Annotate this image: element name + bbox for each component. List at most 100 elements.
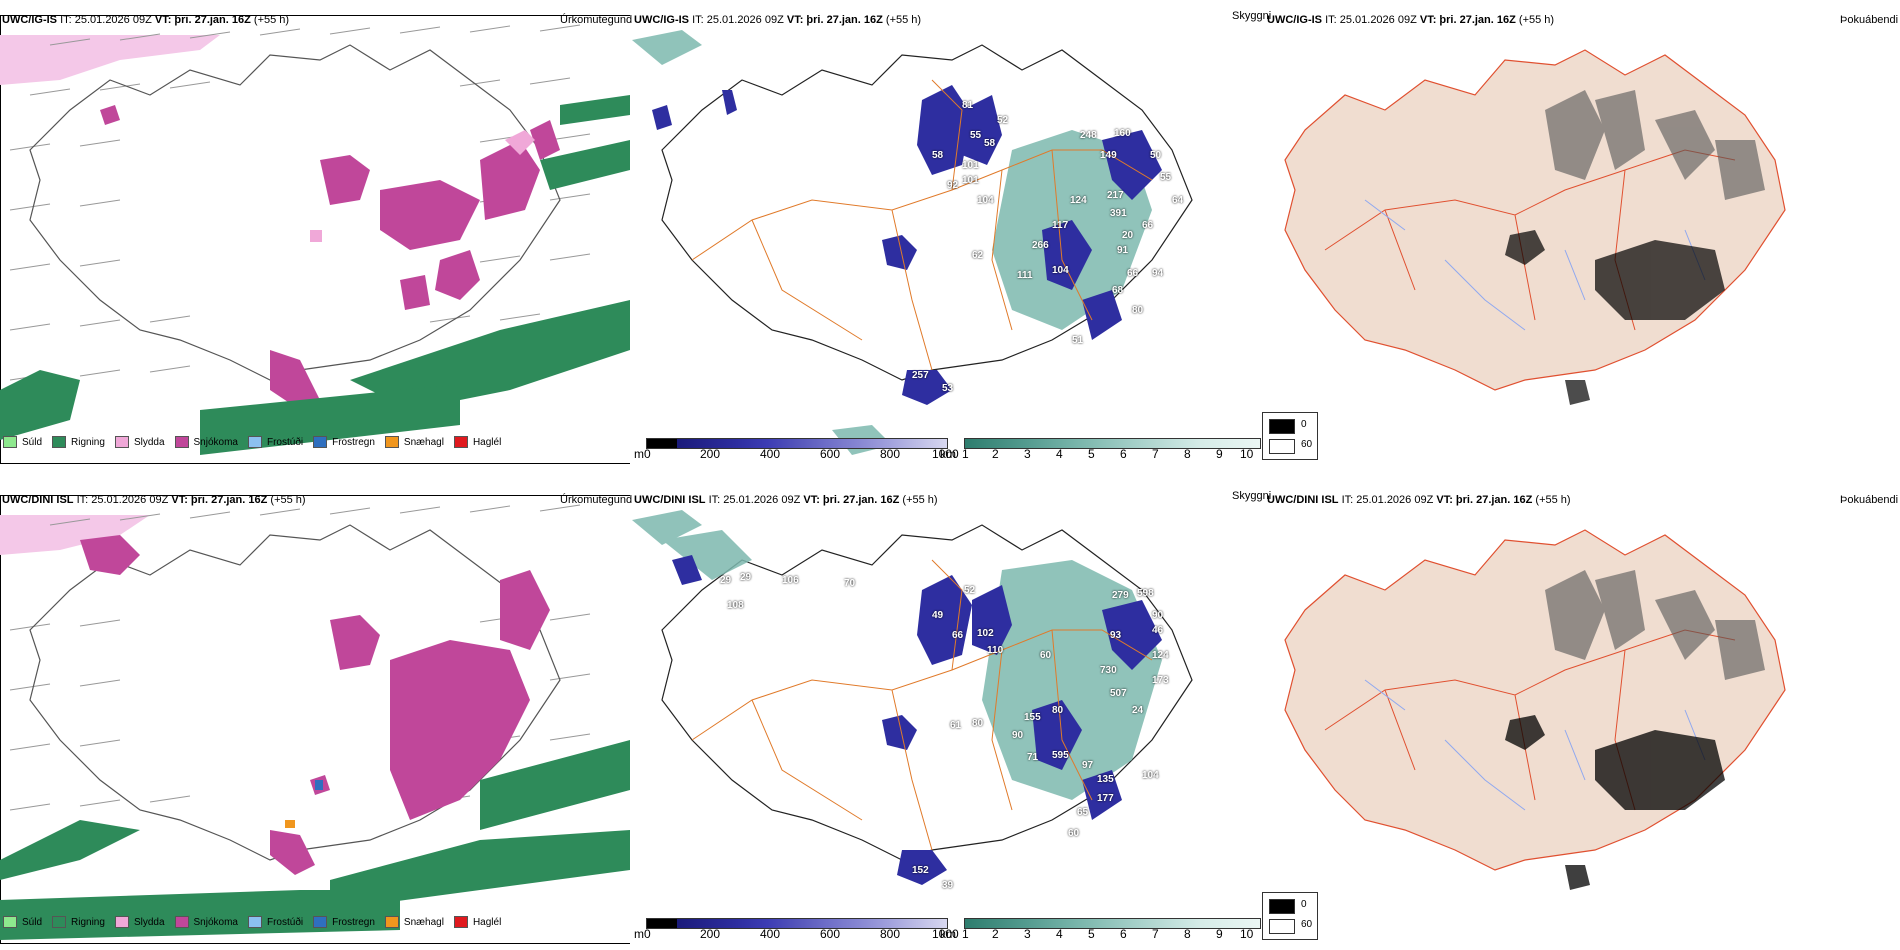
legend-haglel: Haglél: [453, 436, 501, 448]
snow-depth-label: 152: [912, 865, 929, 876]
snow-depth-label: 81: [962, 100, 974, 111]
snow-depth-label: 58: [932, 150, 944, 161]
snow-depth-label: 111: [1017, 270, 1033, 281]
snow-depth-label: 46: [1152, 625, 1164, 636]
snow-visibility-panel-row1: UWC/IG-IS IT: 25.01.2026 09Z VT: þri. 27…: [632, 0, 1271, 465]
snow-depth-label: 104: [1142, 770, 1159, 781]
snow-depth-label: 93: [1110, 630, 1122, 641]
snow-depth-map-row2: [632, 510, 1193, 885]
snow-depth-label: 101: [962, 175, 979, 186]
legend-sudl: Súld: [3, 436, 42, 448]
snow-depth-label: 52: [964, 585, 976, 596]
snow-depth-label: 108: [727, 600, 744, 611]
snow-depth-label: 52: [997, 115, 1009, 126]
fog-label-row2: Þokuábendi: [1840, 494, 1899, 506]
snow-depth-label: 97: [1082, 760, 1094, 771]
snow-depth-label: 90: [1152, 610, 1164, 621]
snow-depth-label: 60: [1068, 828, 1080, 839]
snow-depth-label: 248: [1080, 130, 1097, 141]
snow-depth-label: 117: [1052, 220, 1069, 231]
snow-depth-label: 177: [1097, 793, 1114, 804]
legend-frostudi: Frostúði: [247, 916, 303, 928]
legend-haglel: Haglél: [453, 916, 501, 928]
fog-key-row2: 0 60: [1262, 892, 1318, 940]
precip-title-row2: UWC/DINI ISL IT: 25.01.2026 09Z VT: þri.…: [2, 494, 306, 506]
snow-depth-label: 102: [977, 628, 994, 639]
snow-depth-label: 92: [947, 180, 959, 191]
legend-snjokoma: Snjókoma: [174, 436, 238, 448]
snow-depth-label: 71: [1027, 752, 1039, 763]
snow-depth-label: 20: [1122, 230, 1134, 241]
snow-depth-label: 106: [782, 575, 799, 586]
legend-frostudi: Frostúði: [247, 436, 303, 448]
snow-depth-label: 62: [972, 250, 984, 261]
snow-depth-label: 66: [952, 630, 964, 641]
snow-depth-label: 94: [1152, 268, 1164, 279]
snow-depth-label: 60: [1040, 650, 1052, 661]
snow-depth-label: 61: [950, 720, 962, 731]
precip-type-map-row2: [0, 495, 630, 944]
legend-frostregn: Frostregn: [313, 436, 375, 448]
snow-depth-label: 391: [1110, 208, 1127, 219]
snow-depth-label: 53: [942, 383, 954, 394]
snow-depth-label: 173: [1152, 675, 1169, 686]
snow-depth-label: 80: [1132, 305, 1144, 316]
snow-depth-label: 110: [987, 645, 1004, 656]
fog-key-row1: 0 60: [1262, 412, 1318, 460]
snow-depth-label: 266: [1032, 240, 1049, 251]
fog-title-row1: UWC/IG-IS IT: 25.01.2026 09Z VT: þri. 27…: [1267, 14, 1555, 26]
precip-type-label-row1: Úrkomutegund: [560, 14, 633, 26]
legend-sudl: Súld: [3, 916, 42, 928]
snow-depth-label: 55: [1160, 172, 1172, 183]
fog-title-row2: UWC/DINI ISL IT: 25.01.2026 09Z VT: þri.…: [1267, 494, 1571, 506]
snow-depth-label: 598: [1137, 588, 1154, 599]
snow-depth-label: 135: [1097, 774, 1114, 785]
precip-type-panel-row2: UWC/DINI ISL IT: 25.01.2026 09Z VT: þri.…: [0, 480, 633, 945]
snow-depth-label: 58: [984, 138, 996, 149]
fog-indicator-panel-row2: UWC/DINI ISL IT: 25.01.2026 09Z VT: þri.…: [1262, 480, 1899, 945]
snow-depth-label: 49: [932, 610, 944, 621]
precip-type-label-row2: Úrkomutegund: [560, 494, 633, 506]
snow-depth-label: 55: [970, 130, 982, 141]
fog-label-row1: Þokuábendi: [1840, 14, 1899, 26]
snow-depth-label: 29: [720, 575, 732, 586]
snow-depth-label: 124: [1070, 195, 1087, 206]
snow-depth-label: 90: [1012, 730, 1024, 741]
snow-title-row2: UWC/DINI ISL IT: 25.01.2026 09Z VT: þri.…: [634, 494, 938, 506]
snow-depth-map-row1: [632, 30, 1193, 455]
snow-depth-label: 50: [1150, 150, 1162, 161]
legend-frostregn: Frostregn: [313, 916, 375, 928]
snow-depth-label: 29: [740, 572, 752, 583]
snow-depth-label: 39: [942, 880, 954, 891]
snow-depth-label: 68: [1112, 285, 1124, 296]
snow-depth-label: 124: [1152, 650, 1169, 661]
precip-title-row1: UWC/IG-IS IT: 25.01.2026 09Z VT: þri. 27…: [2, 14, 290, 26]
snow-depth-label: 595: [1052, 750, 1069, 761]
snow-title-row1: UWC/IG-IS IT: 25.01.2026 09Z VT: þri. 27…: [634, 14, 922, 26]
fog-indicator-panel-row1: UWC/IG-IS IT: 25.01.2026 09Z VT: þri. 27…: [1262, 0, 1899, 465]
snow-depth-label: 149: [1100, 150, 1117, 161]
precip-legend-row2: Súld Rigning Slydda Snjókoma Frostúði Fr…: [3, 916, 511, 928]
legend-snaehagl: Snæhagl: [384, 916, 444, 928]
snow-depth-label: 160: [1114, 128, 1131, 139]
snow-depth-label: 279: [1112, 590, 1129, 601]
snow-depth-label: 64: [1172, 195, 1184, 206]
legend-slydda: Slydda: [114, 436, 165, 448]
snow-depth-label: 70: [844, 578, 856, 589]
snow-depth-label: 66: [1127, 268, 1139, 279]
snow-depth-label: 51: [1072, 335, 1084, 346]
legend-rigning: Rigning: [52, 436, 105, 448]
snow-depth-label: 91: [1117, 245, 1129, 256]
snow-depth-label: 80: [972, 718, 984, 729]
snow-depth-label: 65: [1077, 807, 1089, 818]
snow-depth-label: 730: [1100, 665, 1117, 676]
fog-map-row1: [1284, 49, 1786, 405]
snow-depth-label: 101: [962, 160, 979, 171]
legend-snaehagl: Snæhagl: [384, 436, 444, 448]
snow-visibility-panel-row2: UWC/DINI ISL IT: 25.01.2026 09Z VT: þri.…: [632, 480, 1271, 945]
snow-depth-label: 80: [1052, 705, 1064, 716]
precip-legend-row1: Súld Rigning Slydda Snjókoma Frostúði Fr…: [3, 436, 511, 448]
snow-depth-label: 66: [1142, 220, 1154, 231]
legend-slydda: Slydda: [114, 916, 165, 928]
precip-type-map-row1: [0, 15, 630, 464]
